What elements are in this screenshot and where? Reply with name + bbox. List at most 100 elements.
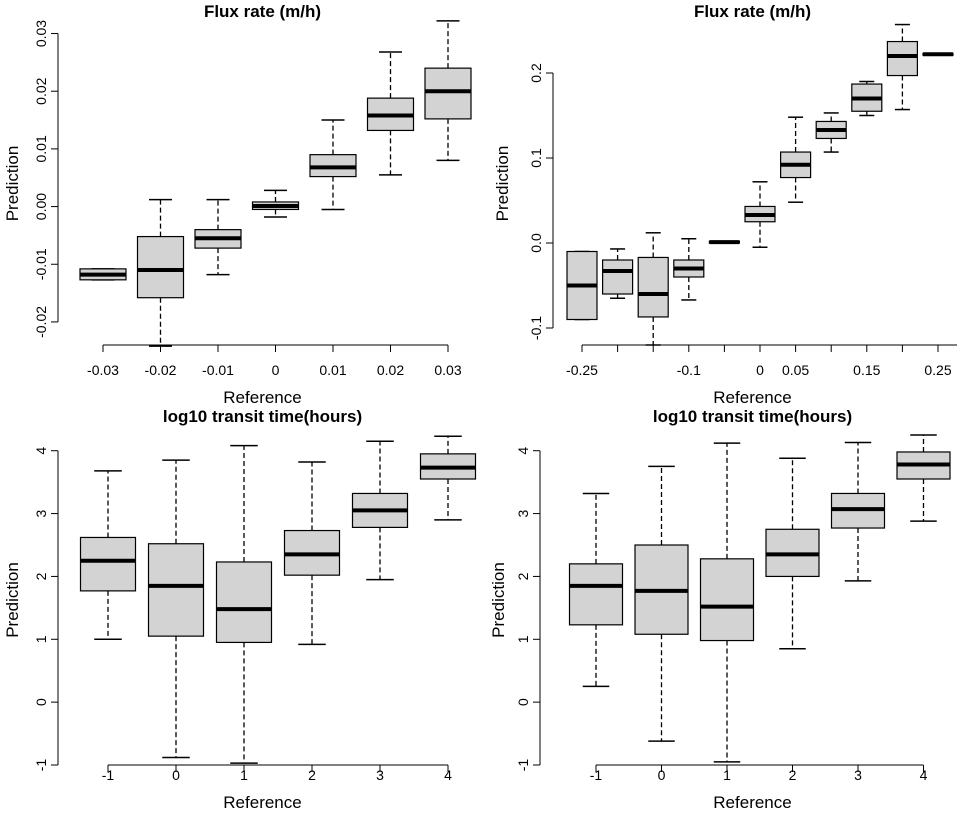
y-tick-label: 0.2 (528, 63, 544, 83)
x-tick-label: 0.15 (853, 362, 880, 378)
x-tick-label: 4 (444, 767, 452, 783)
chart-title: log10 transit time(hours) (653, 407, 852, 426)
box-4 (283, 461, 341, 646)
box-4 (673, 238, 705, 301)
x-tick-label: 0.03 (434, 362, 461, 378)
y-tick-label: -0.01 (33, 248, 49, 280)
x-tick-label: -0.03 (87, 362, 119, 378)
y-tick-label: 1 (33, 635, 49, 643)
chart-title: Flux rate (m/h) (204, 2, 321, 21)
y-tick-label: 0.03 (33, 20, 49, 47)
box-10 (886, 23, 919, 111)
box-1 (568, 492, 624, 688)
box-9 (851, 80, 883, 117)
x-tick-label: 1 (240, 767, 248, 783)
y-tick-label: 0.1 (528, 148, 544, 168)
box-rect (699, 558, 755, 642)
y-axis-label: Prediction (3, 562, 22, 638)
y-axis-label: Prediction (3, 146, 22, 222)
x-tick-label: -0.25 (566, 362, 598, 378)
box-rect (886, 40, 919, 77)
x-tick-label: 2 (308, 767, 316, 783)
box-5 (830, 441, 886, 582)
box-1 (79, 268, 127, 281)
chart-title: Flux rate (m/h) (694, 2, 811, 21)
box-rect (568, 563, 624, 626)
y-tick-label: 4 (33, 447, 49, 455)
box-rect (147, 543, 205, 637)
box-7 (424, 20, 472, 162)
chart-panel-1: Flux rate (m/h) -0.02 -0.01 0.00 0.01 0.02 0.0… (3, 2, 472, 407)
box-3 (215, 444, 273, 764)
x-tick-label: -0.02 (145, 362, 177, 378)
x-tick-label: 0.02 (377, 362, 404, 378)
y-tick-label: -1 (33, 759, 49, 772)
box-1 (566, 250, 598, 321)
x-tick-label: 0.25 (924, 362, 951, 378)
box-rect (215, 561, 273, 644)
x-tick-label: -0.01 (202, 362, 234, 378)
x-tick-label: 3 (376, 767, 384, 783)
y-tick-label: 2 (515, 572, 531, 580)
box-5 (708, 240, 741, 245)
box-11 (922, 52, 954, 57)
box-6 (419, 435, 477, 521)
y-tick-label: 0 (33, 698, 49, 706)
x-tick-label: 0.05 (782, 362, 809, 378)
box-rect (424, 67, 472, 120)
box-3 (699, 442, 755, 763)
box-rect (601, 259, 634, 295)
box-3 (194, 198, 242, 276)
box-rect (79, 536, 137, 592)
y-axis-label: Prediction (489, 562, 508, 638)
chart-panel-3: log10 transit time(hours) -1 0 1 2 3 4 Predicti… (3, 407, 477, 812)
x-tick-label: -1 (102, 767, 115, 783)
x-tick-label: 2 (789, 767, 797, 783)
chart-panel-4: log10 transit time(hours) -1 0 1 2 3 4 Predicti… (489, 407, 951, 812)
x-tick-label: 0.01 (319, 362, 346, 378)
box-2 (147, 459, 205, 759)
box-rect (637, 256, 669, 318)
y-tick-label: 0.01 (33, 135, 49, 162)
box-7 (779, 116, 812, 203)
x-tick-label: 0 (272, 362, 280, 378)
box-3 (637, 232, 669, 346)
x-tick-label: 0 (172, 767, 180, 783)
box-6 (366, 51, 415, 176)
x-axis-label: Reference (713, 793, 791, 812)
y-tick-label: 4 (515, 447, 531, 455)
box-4 (251, 189, 300, 218)
y-axis-label: Prediction (493, 146, 512, 222)
x-tick-label: 4 (920, 767, 928, 783)
box-8 (815, 112, 847, 153)
y-tick-label: 0.02 (33, 77, 49, 104)
y-tick-label: 3 (515, 509, 531, 517)
box-rect (136, 235, 185, 299)
chart-panel-2: Flux rate (m/h) -0.1 0.0 0.1 0.2 Prediction -0… (493, 2, 957, 407)
box-2 (601, 248, 634, 299)
box-2 (634, 465, 689, 742)
y-tick-label: 0.00 (33, 193, 49, 220)
box-5 (309, 119, 357, 211)
box-4 (765, 457, 820, 650)
x-axis-label: Reference (223, 388, 301, 407)
x-tick-label: 1 (723, 767, 731, 783)
x-tick-label: -0.1 (677, 362, 701, 378)
chart-title: log10 transit time(hours) (163, 407, 362, 426)
x-axis-label: Reference (713, 388, 791, 407)
x-tick-label: 0 (756, 362, 764, 378)
y-tick-label: 0.0 (528, 233, 544, 253)
x-tick-label: 3 (854, 767, 862, 783)
y-tick-label: 3 (33, 509, 49, 517)
box-1 (79, 470, 137, 641)
y-tick-label: 0 (515, 698, 531, 706)
box-5 (351, 440, 409, 581)
y-tick-label: 1 (515, 635, 531, 643)
box-2 (136, 198, 185, 347)
x-tick-label: -1 (590, 767, 603, 783)
box-6 (744, 181, 776, 248)
x-tick-label: 0 (658, 767, 666, 783)
x-axis-label: Reference (223, 793, 301, 812)
y-tick-label: -0.02 (33, 306, 49, 338)
